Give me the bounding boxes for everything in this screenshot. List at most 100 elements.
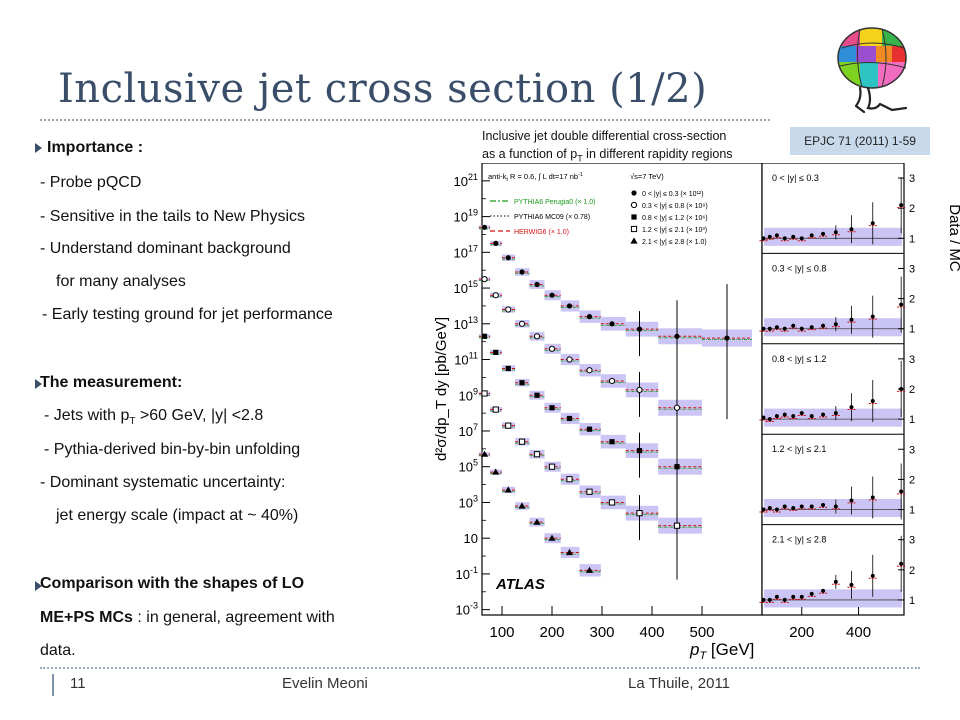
footer-accent-bar xyxy=(52,674,54,696)
data-point xyxy=(636,386,643,393)
ratio-y-tick-label: 3 xyxy=(909,173,915,185)
data-point xyxy=(519,269,525,275)
ratio-data-point xyxy=(767,597,772,602)
x-tick-label: 100 xyxy=(489,624,514,641)
data-point xyxy=(518,320,526,327)
main-y-axis-label: d²σ/dp_T dy [pb/GeV] xyxy=(433,317,450,461)
ratio-panel-label: 0.3 < |y| ≤ 0.8 xyxy=(772,263,826,273)
data-point xyxy=(518,438,526,445)
y-tick-label: 103 xyxy=(459,493,478,510)
ratio-data-point xyxy=(782,504,787,509)
ratio-y-tick-label: 2 xyxy=(909,474,915,486)
ratio-data-point xyxy=(821,412,826,417)
legend-marker xyxy=(630,201,638,209)
data-point xyxy=(586,426,593,432)
main-legend: anti-kt R = 0.6, ∫ L dt=17 nb-1 √s=7 TeV)… xyxy=(488,172,708,246)
ratio-panel-label: 2.1 < |y| ≤ 2.8 xyxy=(772,535,826,545)
bullet-arrow-icon xyxy=(35,143,42,153)
ratio-data-point xyxy=(799,236,804,241)
ratio-data-point xyxy=(774,233,779,238)
data-point xyxy=(609,321,615,327)
legend-energy: √s=7 TeV) xyxy=(630,172,664,181)
data-point xyxy=(505,306,512,313)
ratio-data-point xyxy=(761,597,766,602)
data-point xyxy=(586,488,593,495)
data-point xyxy=(493,240,499,246)
data-point xyxy=(566,303,573,309)
data-point xyxy=(673,522,681,529)
ratio-panel: 1.2 < |y| ≤ 2.1 1 2 3 xyxy=(759,433,915,520)
ratio-y-tick-label: 1 xyxy=(909,414,915,426)
bullet-arrow-icon xyxy=(35,379,42,389)
data-point xyxy=(533,451,541,458)
legend-rapidity-label: 0.8 < |y| ≤ 1.2 (× 10⁶) xyxy=(642,215,708,222)
ratio-data-point xyxy=(849,405,854,410)
ratio-y-tick-label: 1 xyxy=(909,505,915,517)
ratio-data-point xyxy=(849,582,854,587)
comparison-line: Comparison with the shapes of LO xyxy=(40,575,305,592)
data-point xyxy=(636,448,643,454)
data-point xyxy=(481,390,488,397)
series-group xyxy=(478,450,601,577)
data-point xyxy=(636,326,643,332)
data-point xyxy=(548,345,556,352)
ratio-y-tick-label: 2 xyxy=(909,565,915,577)
ratio-data-point xyxy=(791,323,796,328)
data-point xyxy=(492,292,499,299)
data-point xyxy=(519,380,525,386)
ratio-data-point xyxy=(849,227,854,232)
ratio-data-point xyxy=(791,506,796,511)
ratio-y-tick-label: 1 xyxy=(909,595,915,607)
atlas-brand-label: ATLAS xyxy=(495,576,545,593)
data-point xyxy=(673,404,681,411)
ratio-data-point xyxy=(809,591,814,596)
ratio-y-tick-label: 1 xyxy=(909,233,915,245)
ratio-panel-label: 0.8 < |y| ≤ 1.2 xyxy=(772,354,826,364)
page-number: 11 xyxy=(70,675,86,692)
ratio-data-point xyxy=(774,414,779,419)
y-tick-label: 10-1 xyxy=(456,565,478,582)
ratio-data-point xyxy=(761,326,766,331)
importance-item: - Early testing ground for jet performan… xyxy=(42,306,333,323)
series-group xyxy=(478,276,702,462)
ratio-title: Data / MC xyxy=(946,204,960,272)
legend-mc-label: PYTHIA6 MC09 (× 0.78) xyxy=(514,214,590,221)
ratio-data-point xyxy=(821,323,826,328)
footer-event: La Thuile, 2011 xyxy=(628,675,731,692)
legend-header: anti-kt R = 0.6, ∫ L dt=17 nb-1 xyxy=(488,172,583,183)
reference-badge: EPJC 71 (2011) 1-59 xyxy=(790,127,930,155)
ratio-data-point xyxy=(870,573,875,578)
data-point xyxy=(533,333,541,340)
footer-divider xyxy=(40,667,920,669)
data-point xyxy=(534,392,540,398)
ratio-y-tick-label: 2 xyxy=(909,294,915,306)
comparison-line: data. xyxy=(40,642,76,659)
data-point xyxy=(566,415,573,422)
importance-item: - Sensitive in the tails to New Physics xyxy=(40,208,305,225)
ratio-data-point xyxy=(821,231,826,236)
ratio-data-point xyxy=(870,314,875,319)
ratio-data-point xyxy=(791,594,796,599)
y-tick-label: 1013 xyxy=(454,315,478,332)
legend-marker xyxy=(630,225,638,233)
measurement-item-pt-cut: - Jets with pT >60 GeV, |y| <2.8 xyxy=(44,407,264,428)
ratio-panel-label: 1.2 < |y| ≤ 2.1 xyxy=(772,444,826,454)
ratio-data-point xyxy=(791,234,796,239)
data-point xyxy=(609,439,615,445)
legend-mc-label: PYTHIA6 Perugia0 (× 1.0) xyxy=(514,199,596,206)
legend-mc-label: HERWIG6 (× 1.0) xyxy=(514,229,569,236)
data-point xyxy=(585,566,594,573)
y-tick-label: 1015 xyxy=(454,279,478,296)
y-tick-label: 1011 xyxy=(454,351,478,368)
main-plot-area: d²σ/dp_T dy [pb/GeV] 1021101910171015101… xyxy=(433,163,763,662)
ratio-data-point xyxy=(833,411,838,416)
ratio-y-tick-label: 3 xyxy=(909,535,915,547)
ratio-x-tick-label: 400 xyxy=(846,624,871,641)
data-point xyxy=(504,486,512,493)
ratio-data-point xyxy=(899,489,904,494)
ratio-y-tick-label: 3 xyxy=(909,444,915,456)
data-point xyxy=(674,464,680,470)
main-x-ticks: 100 200 300 400 500 xyxy=(489,606,715,641)
y-tick-label: 10 xyxy=(464,531,478,546)
ratio-data-point xyxy=(799,411,804,416)
